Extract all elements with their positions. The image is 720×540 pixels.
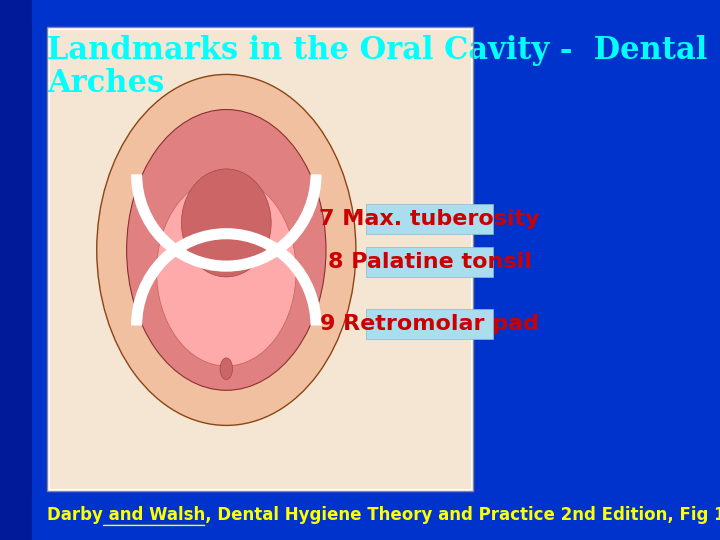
FancyBboxPatch shape [48,27,474,491]
Ellipse shape [96,75,356,426]
Ellipse shape [127,110,326,390]
FancyBboxPatch shape [366,309,493,339]
Text: 7 Max. tuberosity: 7 Max. tuberosity [320,208,540,229]
FancyBboxPatch shape [50,30,471,489]
Text: Landmarks in the Oral Cavity -  Dental: Landmarks in the Oral Cavity - Dental [48,35,708,66]
FancyBboxPatch shape [366,247,493,276]
Ellipse shape [156,177,296,366]
Text: 8 Palatine tonsil: 8 Palatine tonsil [328,252,532,272]
FancyBboxPatch shape [366,204,493,233]
Text: 9 Retromolar pad: 9 Retromolar pad [320,314,539,334]
Text: Darby and Walsh, Dental Hygiene Theory and Practice 2nd Edition, Fig 12-21.: Darby and Walsh, Dental Hygiene Theory a… [48,506,720,524]
Text: Arches: Arches [48,68,165,98]
Ellipse shape [220,358,233,380]
Ellipse shape [181,169,271,277]
FancyBboxPatch shape [0,0,32,540]
